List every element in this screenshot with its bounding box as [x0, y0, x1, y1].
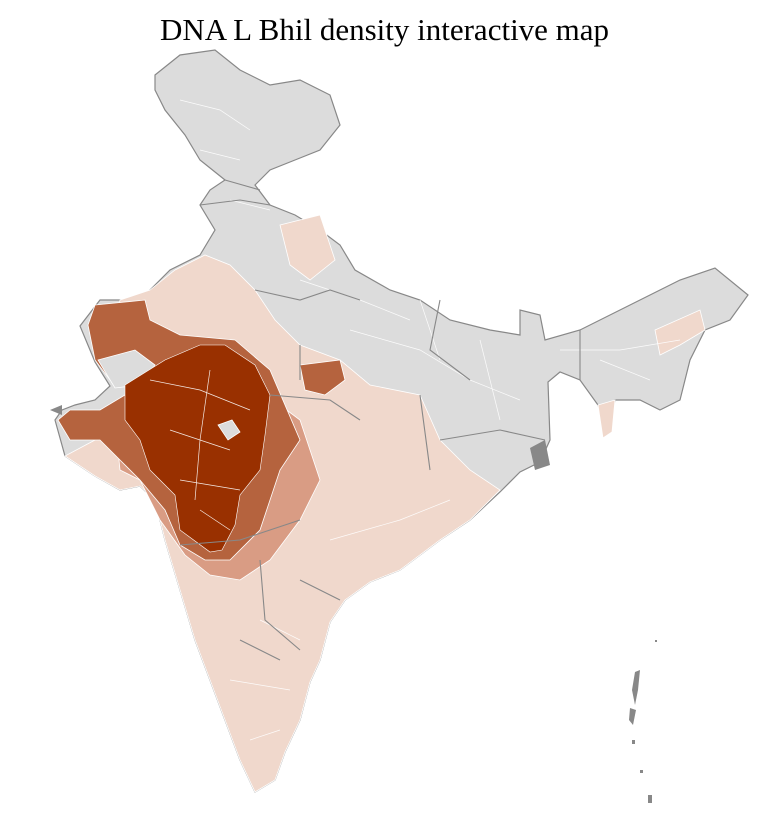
region-low-density-ne[interactable] — [654, 309, 706, 356]
coastal-islands — [50, 405, 550, 470]
district-lines — [149, 99, 681, 741]
andaman-nicobar-islands[interactable] — [629, 640, 657, 803]
state-borders — [179, 179, 581, 661]
region-high-density[interactable] — [124, 344, 271, 553]
region-low-density-tripura[interactable] — [597, 399, 616, 439]
map-title: DNA L Bhil density interactive map — [159, 12, 610, 47]
region-gray-indore[interactable] — [217, 419, 241, 441]
region-medium-high-density-rajasthan[interactable] — [299, 359, 346, 396]
density-regions — [57, 214, 706, 793]
region-low-density-up[interactable] — [279, 214, 336, 281]
